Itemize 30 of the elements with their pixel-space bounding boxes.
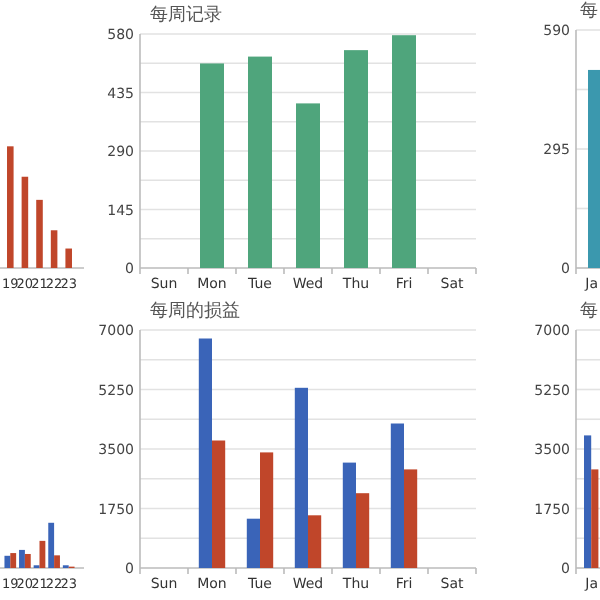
bar: [212, 440, 226, 568]
chart-title: 每周的损益: [150, 300, 240, 322]
bar: [308, 515, 322, 568]
bar: [344, 50, 368, 268]
bar: [48, 522, 55, 568]
chart-title: 每周记录: [150, 4, 222, 26]
bar: [50, 230, 58, 268]
bar: [248, 56, 272, 268]
bar: [7, 146, 14, 268]
bar: [294, 387, 308, 568]
bar: [392, 35, 416, 268]
bar: [260, 452, 274, 568]
bar: [404, 469, 418, 568]
bar: [342, 462, 356, 568]
bar: [10, 553, 17, 568]
bar: [54, 555, 60, 568]
bar: [4, 555, 11, 568]
bar: [246, 518, 260, 568]
chart-title: 每: [580, 0, 598, 22]
bar: [200, 63, 224, 268]
bar: [21, 176, 29, 268]
bar: [24, 553, 31, 568]
chart-title: 每: [580, 300, 598, 322]
bar: [390, 423, 404, 568]
bar: [36, 199, 43, 268]
bar: [356, 493, 370, 568]
bar: [65, 248, 72, 268]
bar: [19, 549, 25, 568]
bar: [198, 338, 212, 568]
bar: [296, 103, 320, 268]
